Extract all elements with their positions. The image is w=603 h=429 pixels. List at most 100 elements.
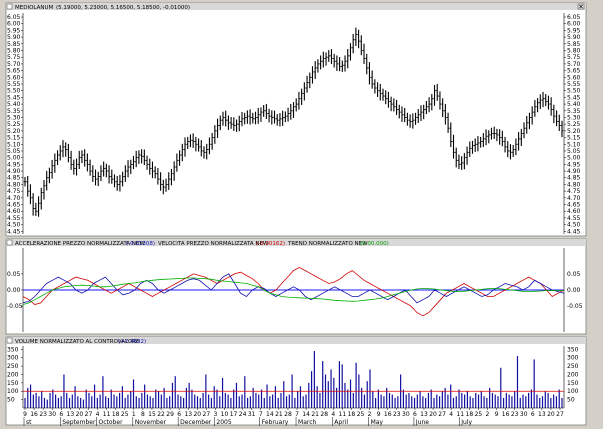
price-ytick-label-left: 5.40 xyxy=(7,101,21,108)
x-day-label: 18 xyxy=(112,411,120,418)
oscillator-pane-header xyxy=(6,239,586,246)
price-ytick-label-left: 4.70 xyxy=(7,195,21,202)
pane-menu-icon[interactable] xyxy=(6,3,13,10)
price-ytick-label-left: 5.35 xyxy=(7,108,21,115)
volume-pane-header xyxy=(6,337,586,344)
oscillator-pane xyxy=(5,238,587,335)
x-day-label: 16 xyxy=(30,411,38,418)
x-day-label: 11 xyxy=(339,411,347,418)
vel-label: VELOCITA PREZZO NORMALIZZATA NEW xyxy=(158,241,269,247)
x-day-label: 8 xyxy=(141,411,145,418)
price-ytick-label-left: 4.60 xyxy=(7,208,21,215)
x-day-label: 11 xyxy=(103,411,111,418)
price-ytick-label-left: 4.55 xyxy=(7,215,21,222)
price-ytick-label-right: 4.45 xyxy=(567,228,581,235)
vol-ytick-label-left: 300 xyxy=(7,355,19,362)
x-day-label: 4 xyxy=(331,411,335,418)
x-day-label: 9 xyxy=(495,411,499,418)
price-ytick-label-left: 4.75 xyxy=(7,188,21,195)
price-pane xyxy=(5,2,587,237)
x-day-label: 30 xyxy=(402,411,410,418)
price-ytick-label-right: 4.80 xyxy=(567,181,581,188)
x-day-label: 13 xyxy=(420,411,428,418)
x-day-label: 11 xyxy=(456,411,464,418)
x-day-label: 20 xyxy=(76,411,84,418)
osc-ytick-label-left: 0.05 xyxy=(7,271,21,278)
vol-ytick-label-right: 50 xyxy=(567,397,575,404)
price-ytick-label-right: 4.75 xyxy=(567,188,581,195)
price-ytick-label-left: 4.80 xyxy=(7,181,21,188)
x-month-label: February xyxy=(262,419,289,426)
price-ytick-label-left: 5.00 xyxy=(7,155,21,162)
price-ohlc-values: (5.19000, 5.23000, 5.16500, 5.18500, -0.… xyxy=(56,5,190,11)
x-day-label: 20 xyxy=(547,411,555,418)
x-day-label: 4 xyxy=(96,411,100,418)
x-day-label: 16 xyxy=(502,411,510,418)
x-day-label: 28 xyxy=(320,411,328,418)
x-day-label: 18 xyxy=(348,411,356,418)
trend-value: (0.00.000) xyxy=(360,241,389,247)
x-day-label: 1 xyxy=(132,411,136,418)
price-ytick-label-left: 5.45 xyxy=(7,94,21,101)
price-ytick-label-right: 4.70 xyxy=(567,195,581,202)
x-day-label: 10 xyxy=(221,411,229,418)
x-day-label: 6 xyxy=(531,411,535,418)
x-day-label: 22 xyxy=(157,411,165,418)
vol-ytick-label-right: 250 xyxy=(567,363,579,370)
price-ytick-label-left: 5.75 xyxy=(7,54,21,61)
osc-ytick-label-right: 0.05 xyxy=(567,271,581,278)
trend-series-line xyxy=(22,277,564,305)
price-ytick-label-left: 5.60 xyxy=(7,74,21,81)
price-ytick-label-right: 5.55 xyxy=(567,81,581,88)
price-ytick-label-right: 5.80 xyxy=(567,48,581,55)
x-day-label: 9 xyxy=(23,411,27,418)
osc-menu-icon[interactable] xyxy=(6,239,13,246)
price-ytick-label-right: 4.55 xyxy=(567,215,581,222)
price-ytick-label-right: 5.10 xyxy=(567,141,581,148)
price-ytick-label-left: 4.95 xyxy=(7,161,21,168)
price-ytick-label-right: 4.65 xyxy=(567,202,581,209)
x-day-label: 27 xyxy=(203,411,211,418)
trend-label: TREND NORMALIZZATO NEW xyxy=(287,241,368,247)
price-ytick-label-right: 5.15 xyxy=(567,135,581,142)
vol-menu-icon[interactable] xyxy=(6,337,13,344)
price-ytick-label-right: 6.05 xyxy=(567,14,581,21)
x-day-label: 2 xyxy=(486,411,490,418)
x-month-label: September xyxy=(62,419,96,426)
price-ytick-label-right: 5.25 xyxy=(567,121,581,128)
vol-ytick-label-right: 300 xyxy=(567,355,579,362)
price-ytick-label-right: 5.60 xyxy=(567,74,581,81)
price-ytick-label-left: 5.95 xyxy=(7,27,21,34)
acc-value: (-0.01308) xyxy=(126,241,155,247)
price-ytick-label-right: 4.90 xyxy=(567,168,581,175)
x-day-label: 17 xyxy=(230,411,238,418)
x-month-label: March xyxy=(298,419,316,426)
x-day-label: 15 xyxy=(148,411,156,418)
price-ytick-label-right: 5.35 xyxy=(567,108,581,115)
vel-value: (-0.00162) xyxy=(256,241,285,247)
vol-ytick-label-right: 200 xyxy=(567,371,579,378)
price-ytick-label-left: 5.90 xyxy=(7,34,21,41)
vol-ytick-label-right: 350 xyxy=(567,346,579,353)
x-day-label: 25 xyxy=(357,411,365,418)
price-ytick-label-left: 6.00 xyxy=(7,21,21,28)
price-title: MEDIOLANUM xyxy=(15,5,53,11)
x-day-label: 18 xyxy=(466,411,474,418)
x-day-label: 30 xyxy=(520,411,528,418)
price-ytick-label-right: 5.75 xyxy=(567,54,581,61)
x-month-label: May xyxy=(371,419,384,426)
price-ytick-label-left: 5.80 xyxy=(7,48,21,55)
price-ytick-label-right: 5.20 xyxy=(567,128,581,135)
x-day-label: 6 xyxy=(413,411,417,418)
osc-ytick-label-right: 0.00 xyxy=(567,287,581,294)
vol-ytick-label-left: 150 xyxy=(7,380,19,387)
price-ytick-label-right: 5.00 xyxy=(567,155,581,162)
osc-ytick-label-right: -0.05 xyxy=(567,303,583,310)
x-month-label: July xyxy=(460,419,472,426)
vol-ytick-label-right: 100 xyxy=(567,388,579,395)
x-day-label: 6 xyxy=(59,411,63,418)
price-ytick-label-right: 5.45 xyxy=(567,94,581,101)
close-icon[interactable] xyxy=(577,3,585,10)
price-ytick-label-left: 5.55 xyxy=(7,81,21,88)
